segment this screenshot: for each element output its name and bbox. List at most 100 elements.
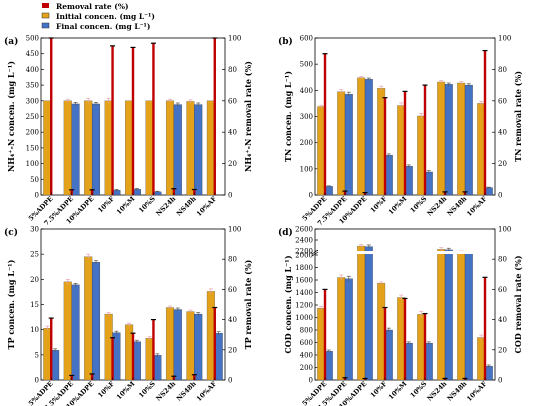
y2-tick-label: 40	[498, 316, 507, 324]
y-tick-label: 500	[300, 61, 313, 69]
y-tick-label: 800	[300, 327, 313, 335]
y-tick-label: 10	[30, 326, 39, 334]
category-label: 10%F	[96, 194, 116, 214]
bar-removal-rate	[383, 97, 387, 195]
y-tick-label: 0	[35, 377, 39, 385]
bar-final	[173, 104, 182, 196]
y2-tick-label: 20	[228, 346, 237, 354]
legend-label-initial: Initial concen. (mg L⁻¹)	[56, 12, 155, 21]
panel-label: (c)	[4, 227, 18, 238]
bar-initial	[357, 245, 366, 381]
legend: Removal rate (%) Initial concen. (mg L⁻¹…	[41, 2, 155, 31]
y2-tick-label: 100	[228, 226, 241, 234]
y-tick-label: 25	[30, 251, 39, 259]
bar-removal-rate	[483, 50, 487, 196]
category-label: 10%AF	[465, 194, 489, 218]
y2-tick-label: 0	[498, 377, 502, 385]
bar-final	[344, 94, 353, 196]
y-tick-label: 300	[300, 113, 313, 121]
y-tick-label: 600	[300, 339, 313, 347]
category-label: 10%AF	[465, 379, 489, 403]
y2-tick-label: 60	[228, 97, 237, 105]
bar-removal-rate	[323, 289, 327, 380]
y2-tick-label: 40	[228, 316, 237, 324]
y-tick-label: 2600	[295, 226, 313, 234]
y-tick-label: 500	[26, 35, 39, 43]
category-label: 10%M	[115, 380, 137, 402]
panel-b: (b) 0 100 200 300 400 500 600 0 20 40 60 80 100 TN con…	[278, 35, 523, 228]
axis-break-gap	[316, 251, 494, 254]
y2-tick-label: 40	[498, 129, 507, 137]
legend-swatch-initial	[41, 12, 50, 19]
category-label: 10%F	[96, 379, 116, 399]
legend-swatch-final	[41, 22, 50, 29]
y-tick-label: 15	[30, 301, 39, 309]
bar-final	[71, 284, 80, 381]
bar-initial	[165, 307, 175, 381]
bar-removal-rate	[423, 85, 427, 195]
y-tick-label: 1400	[295, 289, 313, 297]
y-axis-label: TN concen. (mg L⁻¹)	[283, 71, 293, 162]
bar-removal-rate	[383, 307, 387, 380]
bar-removal-rate	[131, 47, 135, 195]
y-tick-label: 1200	[295, 302, 313, 310]
bar-final	[364, 79, 373, 196]
category-label: NS48h	[445, 195, 468, 218]
y-tick-label: 300	[26, 97, 39, 105]
y-tick-label: 200	[26, 129, 39, 137]
bar-initial	[337, 91, 346, 196]
legend-swatch-removal	[42, 3, 49, 8]
y2-tick-label: 80	[228, 256, 237, 264]
category-label: NS24h	[154, 380, 177, 403]
y2-tick-label: 100	[498, 35, 511, 43]
y2-tick-label: 0	[498, 192, 502, 200]
y-tick-label: 450	[26, 50, 39, 58]
y-tick-label: 200	[300, 139, 313, 147]
y-tick-label: 1800	[295, 264, 313, 272]
y-axis-label: TP concen. (mg L⁻¹)	[6, 259, 16, 349]
y-tick-label: 2000	[295, 252, 313, 260]
bar-final	[91, 262, 101, 381]
bar-initial	[437, 81, 446, 196]
bar-removal-rate	[131, 333, 135, 380]
bar-removal-rate	[213, 38, 216, 195]
y-tick-label: 350	[26, 82, 39, 90]
bar-initial	[337, 277, 346, 381]
panel-d: (d)0200400600800100012001400160018002000…	[278, 226, 523, 406]
legend-label-final: Final concen. (mg L⁻¹)	[56, 22, 150, 31]
bar-removal-rate	[213, 307, 216, 380]
panel-label: (a)	[4, 36, 18, 47]
y2-tick-label: 0	[228, 192, 232, 200]
bar-final	[364, 246, 373, 381]
panel-c: (c) 0 5 10 15 20 25 30 0 20 40 60 80 100 TP concen. (m…	[4, 226, 253, 406]
y2-axis-label: TP removal rate (%)	[243, 259, 253, 349]
bar-removal-rate	[50, 38, 53, 195]
bar-final	[464, 84, 473, 196]
y2-tick-label: 40	[228, 129, 237, 137]
y2-tick-label: 20	[498, 160, 507, 168]
y-tick-label: 0	[309, 377, 313, 385]
category-label: 10%M	[387, 380, 409, 402]
bar-initial	[84, 256, 93, 381]
bar-initial	[437, 249, 446, 381]
y-tick-label: 100	[26, 160, 39, 168]
y-tick-label: 1000	[295, 314, 313, 322]
y-axis-label: COD concen. (mg L⁻¹)	[283, 255, 293, 353]
y2-axis-label: COD removal rate (%)	[513, 255, 523, 353]
bar-removal-rate	[403, 91, 407, 195]
bar-initial	[63, 100, 72, 196]
panels: (a)0501001502002503003504004505000204060…	[4, 35, 523, 406]
bar-removal-rate	[193, 189, 196, 195]
y-tick-label: 0	[35, 192, 39, 200]
y2-tick-label: 60	[498, 97, 507, 105]
bar-final	[91, 103, 101, 196]
bar-initial	[84, 100, 93, 196]
y-tick-label: 2400	[295, 237, 313, 245]
category-label: 10%AF	[195, 194, 219, 218]
bar-removal-rate	[193, 374, 196, 380]
y2-tick-label: 20	[228, 160, 237, 168]
category-label: NS24h	[425, 380, 448, 403]
y2-tick-label: 80	[498, 256, 507, 264]
y2-tick-label: 100	[228, 35, 241, 43]
